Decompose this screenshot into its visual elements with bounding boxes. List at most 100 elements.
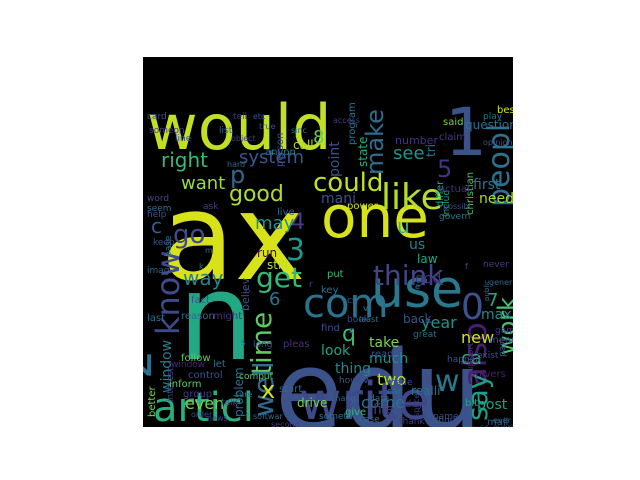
word-2-13: 2 bbox=[143, 350, 162, 379]
word-law-63: law bbox=[417, 252, 438, 266]
word-univers-74: univers bbox=[469, 369, 506, 380]
word-opinion-158: opinion bbox=[483, 138, 512, 147]
word-make-18: make bbox=[361, 109, 389, 175]
word-3-26: 3 bbox=[286, 233, 305, 268]
word-give-90: give bbox=[345, 407, 366, 418]
word-space-144: space bbox=[412, 393, 421, 417]
word-first-54: first bbox=[473, 177, 501, 193]
word-cloud-background bbox=[143, 57, 513, 427]
word-everi-176: everi bbox=[493, 423, 513, 427]
word-e-169: e bbox=[415, 282, 420, 291]
word-need-51: need bbox=[479, 191, 513, 207]
word-b-171: b bbox=[245, 286, 250, 295]
word-inform-117: inform bbox=[169, 379, 201, 390]
word-question-66: question bbox=[465, 118, 513, 132]
word-file-59: file bbox=[373, 402, 394, 418]
word-chang-152: chang bbox=[331, 394, 356, 403]
word-get-10: get bbox=[256, 261, 302, 294]
word-made-89: made bbox=[387, 378, 413, 388]
word-mean-105: mean bbox=[489, 335, 513, 346]
word-long-139: long bbox=[253, 340, 272, 350]
word-car-113: car bbox=[387, 387, 401, 397]
word-live-130: live bbox=[277, 207, 295, 218]
word-start-91: start bbox=[279, 384, 302, 395]
word-program-95: program bbox=[347, 102, 358, 145]
word-talk-150: talk bbox=[221, 398, 239, 408]
word-word-127: word bbox=[147, 194, 169, 204]
word-line-132: line bbox=[175, 134, 192, 144]
word-say-20: say bbox=[461, 373, 494, 421]
word-like-11: like bbox=[381, 177, 443, 218]
word-said-99: said bbox=[443, 117, 463, 128]
word-power-131: power bbox=[347, 201, 379, 212]
word-hard-160: hard bbox=[227, 160, 245, 169]
word-card-135: card bbox=[147, 112, 167, 122]
word-drive-72: drive bbox=[297, 396, 327, 410]
word-want-29: want bbox=[181, 173, 225, 194]
word-w-45: w bbox=[435, 364, 460, 399]
word-0-23: 0 bbox=[461, 287, 484, 328]
word-call-70: call bbox=[293, 138, 314, 152]
word-follow-75: follow bbox=[181, 353, 211, 364]
word-m-172: m bbox=[205, 246, 213, 255]
word-includ-69: includ bbox=[442, 190, 452, 217]
word-provid-177: provid bbox=[463, 424, 488, 427]
word-last-124: last bbox=[147, 313, 165, 324]
word-6-39: 6 bbox=[269, 289, 280, 310]
word-tri-98: tri bbox=[424, 144, 438, 157]
word-time-19: time bbox=[245, 312, 278, 375]
word-s-168: s bbox=[241, 338, 246, 348]
word-1-5: 1 bbox=[445, 94, 487, 171]
word-possibl-102: possibl bbox=[443, 202, 471, 211]
word-way-27: way bbox=[183, 266, 224, 290]
word-put-78: put bbox=[327, 269, 344, 280]
word-still-77: still bbox=[267, 258, 288, 272]
word-n-3: n bbox=[178, 249, 254, 388]
word-k-173: k bbox=[199, 262, 204, 271]
word-work-21: work bbox=[493, 297, 513, 355]
word-look-57: look bbox=[321, 343, 351, 359]
word-least-141: least bbox=[359, 315, 378, 324]
word-see-31: see bbox=[393, 143, 425, 164]
word-4-36: 4 bbox=[291, 210, 305, 235]
word-govern-103: govern bbox=[439, 212, 470, 222]
word-could-17: could bbox=[313, 168, 383, 198]
word-window-64: window bbox=[159, 340, 175, 393]
word-differ-68: differ bbox=[435, 180, 446, 207]
word-support-109: support bbox=[466, 342, 476, 377]
word-sinc-161: sinc bbox=[291, 126, 307, 135]
word-thing-58: thing bbox=[335, 361, 371, 377]
word-p-41: p bbox=[230, 161, 245, 189]
word-point-53: point bbox=[327, 141, 343, 177]
word-interest-115: interest bbox=[166, 367, 176, 402]
word-ever-157: ever bbox=[493, 416, 512, 425]
word-right-28: right bbox=[161, 148, 208, 172]
word-would-2: would bbox=[147, 91, 332, 164]
word-believ-73: believ bbox=[239, 277, 252, 311]
word-max-60: max bbox=[481, 307, 512, 323]
word-data-142: data bbox=[369, 394, 389, 404]
word-happen-110: happen bbox=[447, 355, 481, 365]
word-exist-108: exist bbox=[477, 351, 499, 361]
word-case-92: case bbox=[359, 415, 380, 425]
word-window-114: window bbox=[171, 360, 205, 370]
word-name-143: name bbox=[433, 412, 459, 422]
word-group-118: group bbox=[183, 389, 212, 400]
word-base-137: base bbox=[164, 235, 174, 257]
word-book-82: book bbox=[347, 315, 370, 325]
word-comput-138: comput bbox=[239, 372, 274, 382]
word-mail-93: mail bbox=[487, 417, 508, 427]
word-public-154: public bbox=[483, 280, 491, 301]
word-take-55: take bbox=[369, 335, 399, 351]
word-softwar-148: softwar bbox=[253, 412, 283, 421]
word-keep-162: keep bbox=[153, 238, 175, 248]
word-post-52: post bbox=[477, 397, 508, 413]
word-person-97: person bbox=[275, 133, 286, 167]
word-let-120: let bbox=[213, 359, 226, 370]
word-even-50: even bbox=[185, 394, 224, 413]
word-cs-164: cs bbox=[347, 296, 357, 306]
word-reason-122: reason bbox=[181, 311, 215, 322]
word-new-33: new bbox=[461, 328, 494, 347]
word-com-9: com bbox=[303, 281, 388, 327]
